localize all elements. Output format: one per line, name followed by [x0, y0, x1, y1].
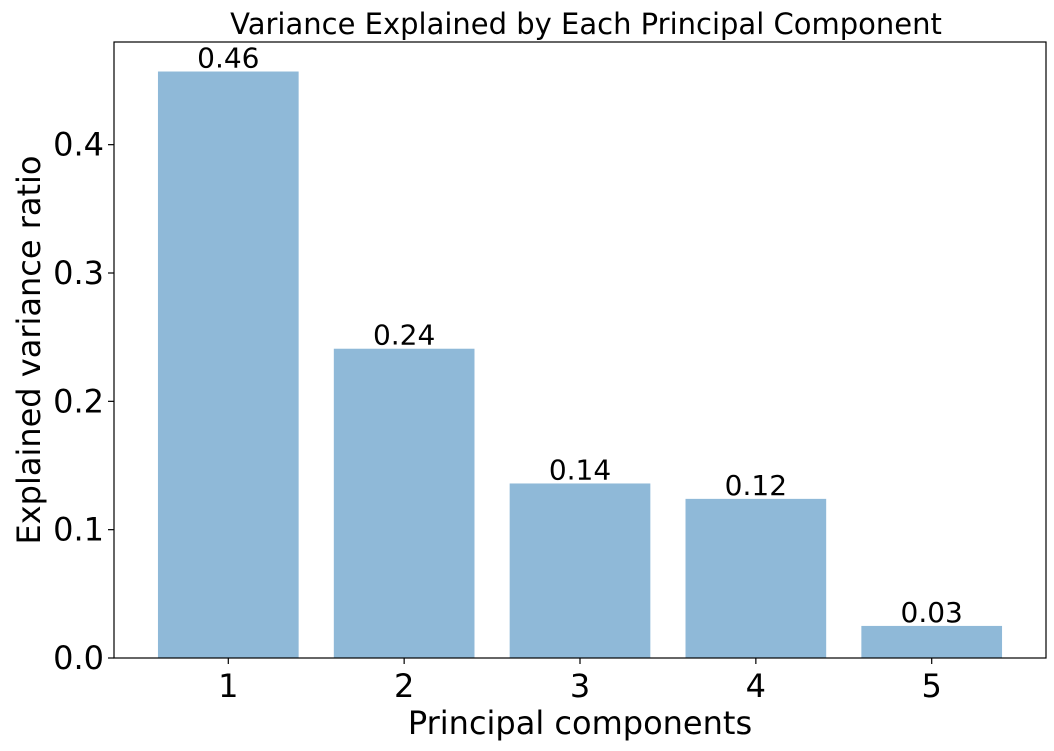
- y-tick-label-0.0: 0.0: [53, 639, 104, 677]
- data-label-3: 0.14: [549, 453, 611, 486]
- x-tick-label-4: 4: [746, 667, 766, 705]
- x-tick-label-3: 3: [570, 667, 590, 705]
- y-tick-label-0.4: 0.4: [53, 126, 104, 164]
- x-tick-label-2: 2: [394, 667, 414, 705]
- bar-2: [333, 348, 475, 658]
- chart-title: Variance Explained by Each Principal Com…: [230, 7, 942, 41]
- plot-frame: [113, 41, 1047, 659]
- y-axis-title: Explained variance ratio: [10, 155, 48, 544]
- data-label-5: 0.03: [901, 596, 963, 629]
- bar-3: [509, 483, 651, 658]
- data-label-4: 0.12: [725, 469, 787, 502]
- y-tick-label-0.2: 0.2: [53, 382, 104, 420]
- y-axis-ticks: 0.0 0.1 0.2 0.3 0.4: [53, 126, 114, 677]
- data-labels-layer: 0.46 0.24 0.14 0.12 0.03: [197, 42, 963, 629]
- data-label-2: 0.24: [373, 319, 435, 352]
- x-axis-ticks: 1 2 3 4 5: [218, 658, 942, 705]
- x-tick-label-1: 1: [218, 667, 238, 705]
- bar-1: [157, 71, 299, 658]
- bars-layer: [157, 71, 1003, 658]
- y-tick-label-0.1: 0.1: [53, 511, 104, 549]
- x-axis-title: Principal components: [408, 704, 752, 742]
- y-tick-label-0.3: 0.3: [53, 254, 104, 292]
- data-label-1: 0.46: [197, 42, 259, 75]
- x-tick-label-5: 5: [922, 667, 942, 705]
- bar-4: [685, 498, 827, 658]
- bar-5: [861, 625, 1003, 658]
